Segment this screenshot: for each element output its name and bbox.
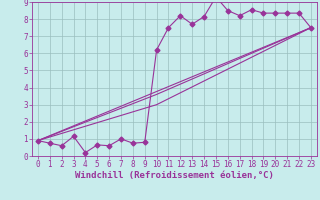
X-axis label: Windchill (Refroidissement éolien,°C): Windchill (Refroidissement éolien,°C)	[75, 171, 274, 180]
